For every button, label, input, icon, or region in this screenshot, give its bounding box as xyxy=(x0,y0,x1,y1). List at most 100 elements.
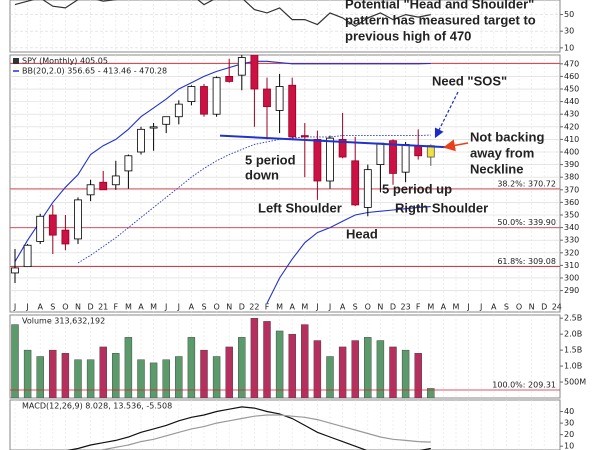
sos-arrow xyxy=(434,91,459,139)
candle-body xyxy=(174,103,183,118)
volume-bar xyxy=(149,362,158,398)
x-tick-label: J xyxy=(25,303,28,312)
annotation: down xyxy=(245,167,279,182)
x-tick-label: M xyxy=(453,303,460,312)
panel-title: MACD(12,26,9) 8.028, 13.536, -5.508 xyxy=(22,402,172,411)
candle-body xyxy=(137,128,145,153)
neckline-arrow xyxy=(443,139,469,152)
y-tick-label: 440 xyxy=(564,97,579,106)
x-tick-label: J xyxy=(466,303,469,312)
y-tick-label: 340 xyxy=(564,223,579,232)
candle-body xyxy=(363,169,372,208)
x-tick-label: J xyxy=(315,303,318,312)
x-tick-label: N xyxy=(226,303,232,312)
series-line xyxy=(14,0,431,27)
annotation: pattern has measured target to xyxy=(345,12,536,27)
volume-bar xyxy=(137,359,145,398)
fib-label: 61.8%: 309.08 xyxy=(497,257,556,266)
candle-body xyxy=(187,86,196,103)
volume-bar xyxy=(187,337,196,398)
x-tick-label: M xyxy=(276,303,283,312)
candle-body xyxy=(61,229,70,245)
candle-body xyxy=(124,155,133,172)
volume-bar xyxy=(351,340,359,398)
volume-bar xyxy=(288,333,296,398)
x-tick-label: O xyxy=(62,303,68,312)
y-tick-label: 320 xyxy=(564,248,579,257)
x-tick-label: J xyxy=(479,303,482,312)
x-tick-label: J xyxy=(177,303,180,312)
volume-bar xyxy=(99,346,107,398)
volume-bar xyxy=(427,388,435,398)
y-tick-label: 380 xyxy=(564,173,579,182)
y-tick-label: 20 xyxy=(564,430,574,439)
volume-bar xyxy=(61,353,70,398)
candle-body xyxy=(300,135,309,138)
annotation: Left Shoulder xyxy=(258,200,342,215)
y-tick-label: 1.5B xyxy=(564,346,582,355)
candle-body xyxy=(212,77,221,115)
x-tick-label: O xyxy=(365,303,371,312)
volume-bar xyxy=(162,359,170,398)
volume-bar xyxy=(212,356,221,398)
x-tick-label: A xyxy=(37,303,43,312)
x-tick-label: O xyxy=(213,303,219,312)
bollinger-band xyxy=(14,60,431,262)
volume-bar xyxy=(301,324,309,398)
x-tick-label: A xyxy=(138,303,144,312)
candle-body xyxy=(351,160,360,206)
candle-body xyxy=(86,184,95,196)
candle-body xyxy=(401,144,410,173)
volume-bar xyxy=(364,337,372,398)
panel xyxy=(9,399,561,450)
volume-bar xyxy=(250,317,259,398)
volume-bar xyxy=(200,349,208,398)
candle-body xyxy=(225,76,234,82)
candle-body xyxy=(326,137,334,182)
volume-bar xyxy=(112,353,120,398)
candle-body xyxy=(111,175,120,186)
volume-bar xyxy=(11,324,19,398)
volume-bar xyxy=(74,359,82,398)
x-tick-label: M xyxy=(301,303,308,312)
x-tick-label: 24 xyxy=(552,303,562,312)
y-tick-label: 300 xyxy=(564,273,579,282)
candle-body xyxy=(389,140,397,174)
annotation: Neckline xyxy=(470,161,523,176)
candle-body xyxy=(162,116,171,125)
y-tick-label: 450 xyxy=(564,85,579,94)
annotation: Not backing xyxy=(470,129,544,144)
panel-frame xyxy=(9,54,561,313)
x-tick-label: 22 xyxy=(249,303,259,312)
panel-title: SPY (Monthly) 405.05 xyxy=(22,57,108,66)
y-tick-label: 2.0B xyxy=(564,330,582,339)
volume-bar xyxy=(23,349,32,398)
volume-bar xyxy=(313,340,322,398)
plot-area xyxy=(10,0,560,52)
y-tick-label: 420 xyxy=(564,122,579,131)
y-tick-label: 10 xyxy=(564,442,574,450)
candle-body xyxy=(263,88,271,108)
y-tick-label: 290 xyxy=(564,286,579,295)
volume-bar xyxy=(263,321,271,398)
y-tick-label: 10 xyxy=(564,43,574,52)
volume-bar xyxy=(49,349,57,398)
plot-area xyxy=(14,400,558,450)
x-tick-label: F xyxy=(416,303,421,312)
candle-body xyxy=(149,126,158,129)
x-tick-label: A xyxy=(340,303,346,312)
x-tick-label: A xyxy=(441,303,447,312)
annotation: 5 period up xyxy=(382,181,452,196)
volume-bar xyxy=(124,337,133,398)
annotation: Head xyxy=(346,226,378,241)
plot-area xyxy=(10,55,560,312)
candle-body xyxy=(376,142,385,166)
candle-body xyxy=(275,86,284,111)
y-tick-label: 1.0B xyxy=(564,362,582,371)
x-tick-label: S xyxy=(50,303,55,312)
y-tick-label: 30 xyxy=(564,419,574,428)
panel xyxy=(9,54,561,313)
y-tick-label: 500M xyxy=(564,378,586,387)
candle-body xyxy=(288,84,297,138)
